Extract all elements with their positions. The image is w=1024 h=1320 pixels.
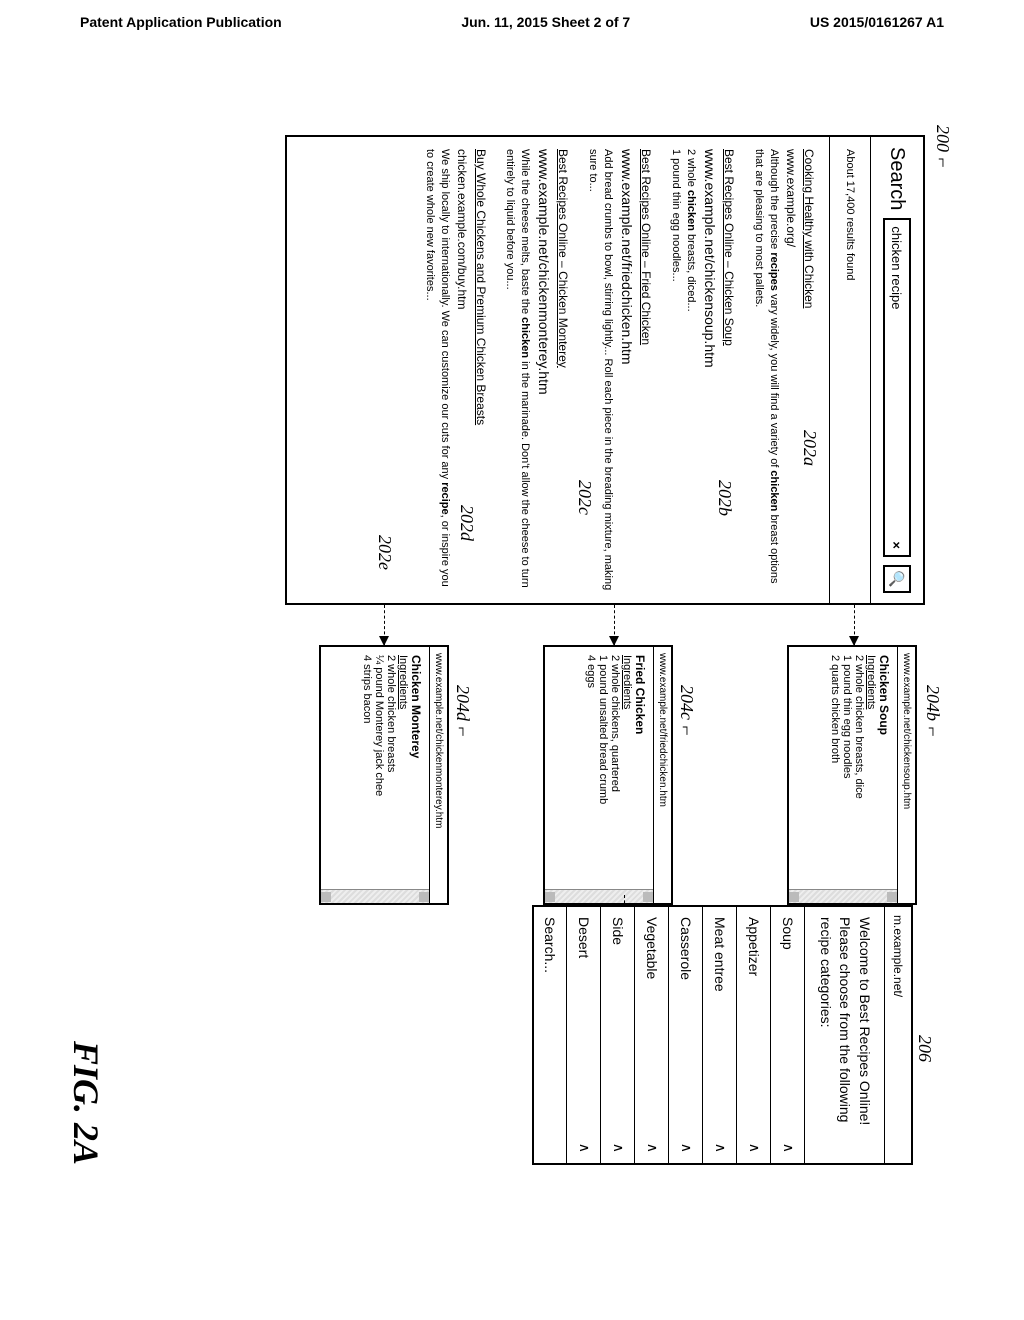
scrollbar[interactable]	[321, 889, 429, 903]
result-url: www.example.net/chickensoup.htm	[700, 149, 719, 591]
preview-url: www.example.net/friedchicken.htm	[653, 647, 671, 903]
result-snippet: 2 whole chicken breasts, diced... 1 poun…	[668, 149, 698, 591]
cat-casserole[interactable]: Casserole∧	[669, 907, 703, 1163]
result-0: Cooking Healthy with Chicken www.example…	[745, 137, 825, 603]
ref-204b: 204b ⌐	[922, 685, 943, 738]
chevron-icon: ∧	[745, 1143, 762, 1153]
search-label: Search	[886, 147, 909, 210]
page-header: Patent Application Publication Jun. 11, …	[0, 0, 1024, 36]
ref-202b: 202b	[714, 480, 735, 516]
chevron-icon: ∧	[575, 1143, 592, 1153]
preview-line: ¼ pound Monterey jack chee	[373, 655, 385, 895]
preview-line: 1 pound unsalted bread crumb	[597, 655, 609, 895]
result-snippet: Although the precise recipes vary widely…	[751, 149, 781, 591]
preview-line: 2 whole chickens, quartered	[609, 655, 621, 895]
result-1: Best Recipes Online – Chicken Soup www.e…	[662, 137, 745, 603]
chevron-icon: ∧	[711, 1143, 728, 1153]
result-url: www.example.org/	[783, 149, 799, 591]
preview-url: www.example.net/chickensoup.htm	[897, 647, 915, 903]
preview-b: www.example.net/chickensoup.htm Chicken …	[787, 645, 917, 905]
preview-d: www.example.net/chickenmonterey.htm Chic…	[319, 645, 449, 905]
ref-200: 200 ⌐	[932, 125, 953, 169]
chevron-icon: ∧	[677, 1143, 694, 1153]
result-link[interactable]: Cooking Healthy with Chicken	[802, 149, 816, 308]
result-url: www.example.net/chickenmonterey.htm	[534, 149, 553, 591]
result-snippet: Add bread crumbs to bowl, stirring light…	[585, 149, 615, 591]
ingredients-label: Ingredients	[397, 655, 409, 895]
result-link[interactable]: Best Recipes Online – Chicken Soup	[722, 149, 736, 346]
cat-search[interactable]: Search...	[534, 907, 567, 1163]
ref-202a: 202a	[799, 430, 820, 466]
cat-vegetable[interactable]: Vegetable∧	[635, 907, 669, 1163]
figure-area: 200 ⌐ Search chicken recipe × 🔍 About 17…	[35, 255, 1024, 1015]
search-query: chicken recipe	[890, 226, 905, 309]
preview-line: 2 whole chicken breasts	[385, 655, 397, 895]
ref-204d: 204d ⌐	[452, 685, 473, 738]
mobile-welcome: Welcome to Best Recipes Online! Please c…	[805, 907, 884, 1163]
preview-url: www.example.net/chickenmonterey.htm	[429, 647, 447, 903]
cat-desert[interactable]: Desert∧	[567, 907, 601, 1163]
header-left: Patent Application Publication	[80, 14, 282, 30]
search-input[interactable]: chicken recipe ×	[883, 218, 911, 557]
search-row: Search chicken recipe × 🔍	[875, 137, 923, 603]
preview-line: 2 whole chicken breasts, dice	[853, 655, 865, 895]
figure-label: FIG. 2A	[65, 1041, 107, 1165]
mobile-url: m.example.net/	[884, 907, 911, 1163]
chevron-icon: ∧	[643, 1143, 660, 1153]
ingredients-label: Ingredients	[621, 655, 633, 895]
arrow-d	[384, 605, 385, 645]
ref-204c: 204c ⌐	[676, 685, 697, 737]
ref-202d: 202d	[456, 505, 477, 541]
preview-line: 4 strips bacon	[361, 655, 373, 895]
result-count: About 17,400 results found	[834, 137, 866, 603]
preview-line: 4 eggs	[585, 655, 597, 895]
preview-c: www.example.net/friedchicken.htm Fried C…	[543, 645, 673, 905]
cat-meat[interactable]: Meat entree∧	[703, 907, 737, 1163]
arrow-b	[854, 605, 855, 645]
ref-202e: 202e	[374, 535, 395, 570]
result-url: www.example.net/friedchicken.htm	[617, 149, 636, 591]
preview-title: Fried Chicken	[633, 655, 647, 895]
result-link[interactable]: Best Recipes Online – Chicken Monterey	[556, 149, 570, 368]
result-snippet: We ship locally to internationally. We c…	[423, 149, 453, 591]
preview-title: Chicken Soup	[877, 655, 891, 895]
ref-202c: 202c	[574, 480, 595, 515]
chevron-icon: ∧	[779, 1143, 796, 1153]
chevron-icon: ∧	[609, 1143, 626, 1153]
search-button[interactable]: 🔍	[883, 565, 911, 593]
preview-line: 1 pound thin egg noodles	[841, 655, 853, 895]
cat-soup[interactable]: Soup∧	[771, 907, 805, 1163]
mobile-panel: m.example.net/ Welcome to Best Recipes O…	[532, 905, 913, 1165]
cat-appetizer[interactable]: Appetizer∧	[737, 907, 771, 1163]
result-3: Best Recipes Online – Chicken Monterey w…	[497, 137, 580, 603]
scrollbar[interactable]	[789, 889, 897, 903]
scrollbar[interactable]	[545, 889, 653, 903]
clear-icon[interactable]: ×	[890, 541, 905, 549]
header-right: US 2015/0161267 A1	[810, 14, 944, 30]
arrow-c	[614, 605, 615, 645]
preview-title: Chicken Monterey	[409, 655, 423, 895]
result-link[interactable]: Best Recipes Online – Fried Chicken	[639, 149, 653, 345]
magnifier-icon: 🔍	[889, 570, 906, 587]
result-snippet: While the cheese melts, baste the chicke…	[503, 149, 533, 591]
preview-line: 2 quarts chicken broth	[829, 655, 841, 895]
cat-side[interactable]: Side∧	[601, 907, 635, 1163]
result-2: Best Recipes Online – Fried Chicken www.…	[579, 137, 662, 603]
result-link[interactable]: Buy Whole Chickens and Premium Chicken B…	[474, 149, 488, 425]
ingredients-label: Ingredients	[865, 655, 877, 895]
header-center: Jun. 11, 2015 Sheet 2 of 7	[461, 14, 630, 30]
